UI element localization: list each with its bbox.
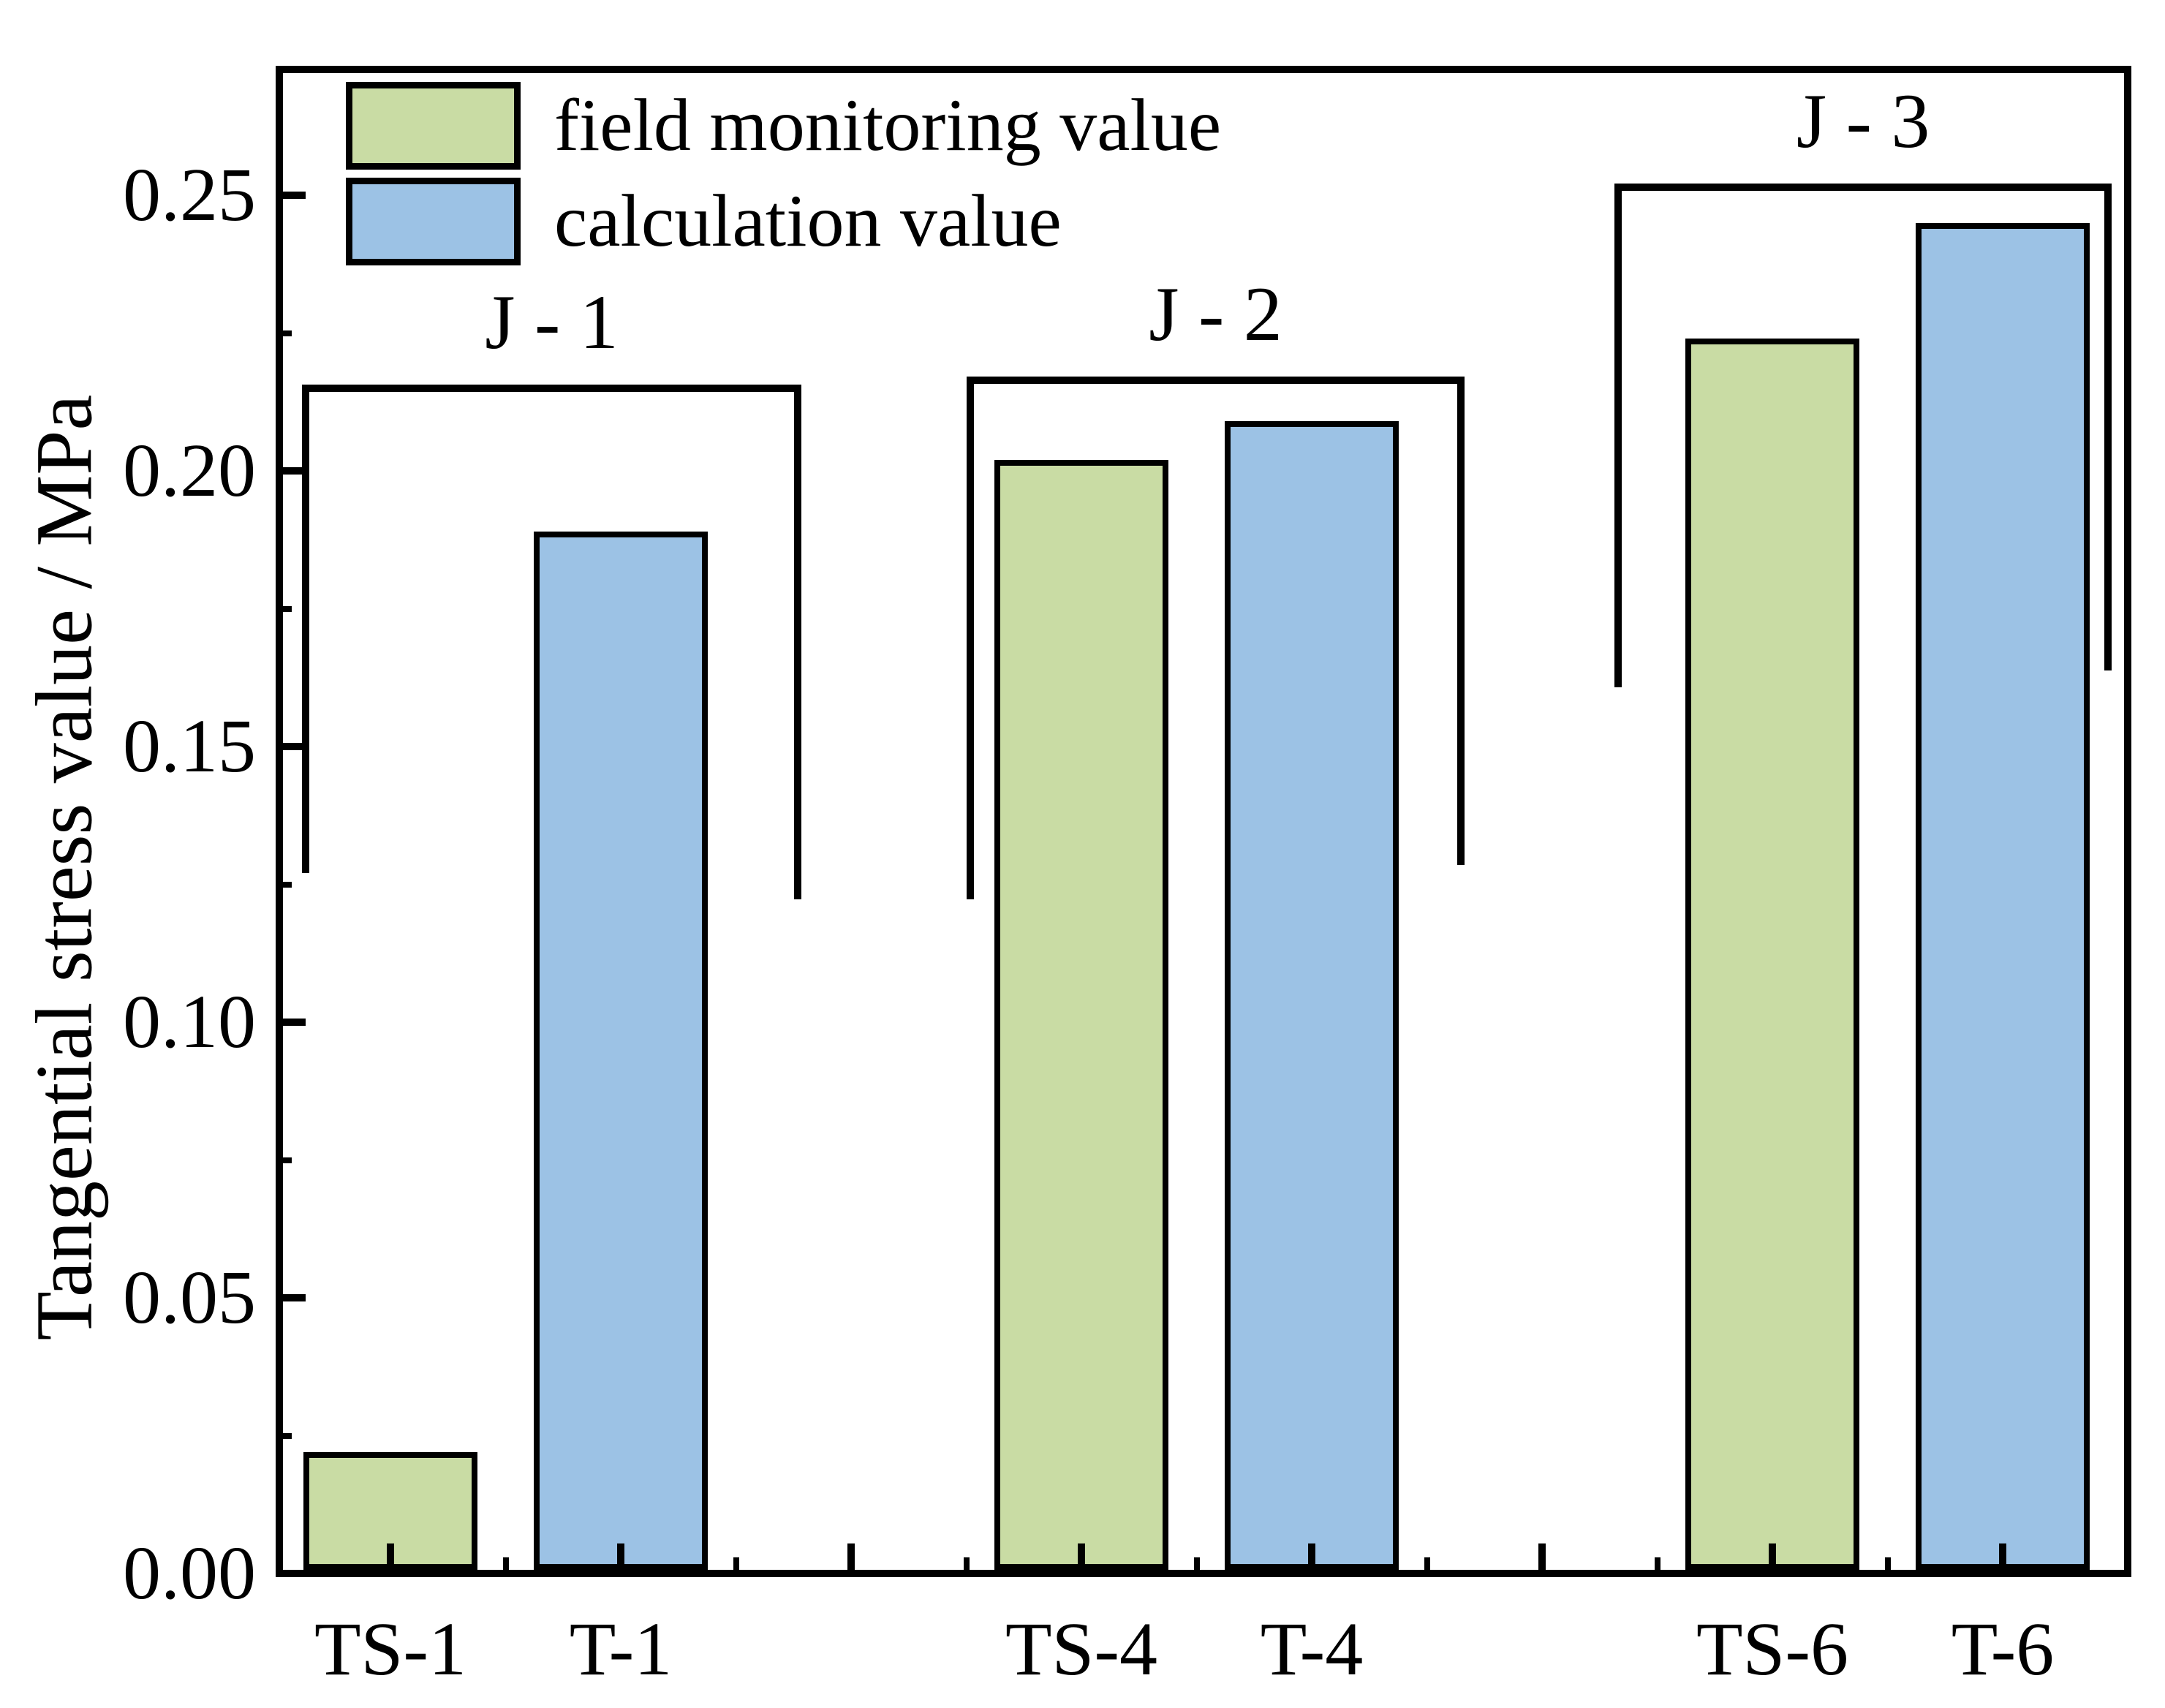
y-minor-tick: [279, 881, 292, 888]
x-major-tick: [1999, 1543, 2006, 1570]
bracket-left-drop: [1614, 183, 1622, 688]
bracket-left-drop: [302, 384, 310, 874]
x-minor-tick: [1654, 1557, 1660, 1570]
legend-label-field-monitoring: field monitoring value: [554, 84, 1222, 167]
legend-swatch-calculation: [346, 178, 521, 265]
x-minor-tick: [733, 1557, 739, 1570]
y-major-tick: [279, 1019, 306, 1026]
plot-area-frame: [276, 66, 2131, 1577]
y-major-tick: [279, 1294, 306, 1301]
x-major-tick: [1308, 1543, 1315, 1570]
y-axis-title: Tangential stress value / MPa: [19, 394, 109, 1341]
y-minor-tick: [279, 1432, 292, 1439]
x-minor-tick: [1193, 1557, 1200, 1570]
bracket-right-drop: [2104, 183, 2112, 670]
x-minor-tick: [963, 1557, 970, 1570]
bar-TS-6: [1685, 339, 1859, 1570]
bar-T-6: [1916, 222, 2090, 1570]
x-major-tick: [1769, 1543, 1776, 1570]
y-major-tick: [279, 192, 306, 199]
y-tick-label: 0.20: [123, 428, 256, 513]
x-minor-tick: [1884, 1557, 1891, 1570]
bar-T-4: [1225, 421, 1399, 1570]
legend-label-calculation: calculation value: [554, 180, 1062, 262]
legend-swatch-field-monitoring: [346, 82, 521, 170]
bar-T-1: [534, 531, 708, 1570]
y-tick-label: 0.05: [123, 1255, 256, 1339]
x-tick-label-TS-6: TS-6: [1696, 1607, 1848, 1691]
x-major-tick: [847, 1543, 855, 1570]
x-major-tick: [1078, 1543, 1085, 1570]
x-tick-label-T-1: T-1: [569, 1607, 673, 1691]
y-major-tick: [279, 743, 306, 750]
bracket-left-drop: [966, 376, 974, 899]
x-tick-label-T-6: T-6: [1951, 1607, 2055, 1691]
bracket-horizontal: [1614, 183, 2112, 191]
bracket-horizontal: [966, 376, 1465, 384]
x-major-tick: [617, 1543, 624, 1570]
bar-TS-4: [994, 459, 1168, 1570]
x-major-tick: [1538, 1543, 1546, 1570]
x-tick-label-T-4: T-4: [1260, 1607, 1364, 1691]
bracket-horizontal: [302, 384, 801, 392]
group-label-3: J - 3: [1796, 78, 1930, 164]
bracket-right-drop: [793, 384, 801, 899]
y-tick-label: 0.00: [123, 1531, 256, 1615]
y-minor-tick: [279, 605, 292, 612]
group-label-2: J - 2: [1149, 271, 1282, 357]
y-minor-tick: [279, 1157, 292, 1163]
y-tick-label: 0.25: [123, 153, 256, 237]
bracket-right-drop: [1457, 376, 1465, 866]
y-minor-tick: [279, 330, 292, 336]
x-major-tick: [387, 1543, 394, 1570]
x-minor-tick: [1424, 1557, 1430, 1570]
y-tick-label: 0.15: [123, 704, 256, 788]
y-major-tick: [279, 467, 306, 475]
x-tick-label-TS-4: TS-4: [1005, 1607, 1157, 1691]
group-label-1: J - 1: [485, 279, 619, 365]
x-tick-label-TS-1: TS-1: [314, 1607, 466, 1691]
x-minor-tick: [502, 1557, 509, 1570]
y-tick-label: 0.10: [123, 980, 256, 1064]
